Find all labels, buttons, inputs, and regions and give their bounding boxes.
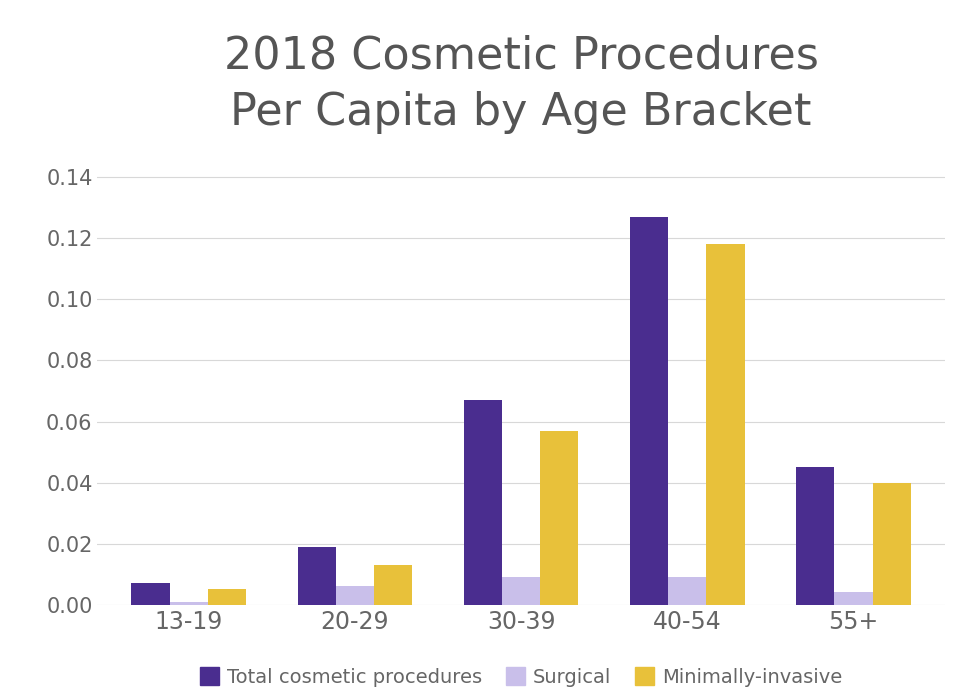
Bar [464, 400, 502, 605]
Bar [706, 245, 744, 605]
Bar [131, 583, 169, 605]
Bar [169, 602, 207, 605]
Legend: Total cosmetic procedures, Surgical, Minimally-invasive: Total cosmetic procedures, Surgical, Min… [192, 660, 850, 694]
Bar [630, 217, 668, 605]
Bar [207, 589, 246, 605]
Bar [298, 547, 336, 605]
Bar [374, 565, 412, 605]
Bar [336, 587, 374, 605]
Bar [796, 467, 835, 605]
Bar [835, 592, 873, 605]
Bar [541, 431, 579, 605]
Bar [502, 577, 541, 605]
Bar [668, 577, 706, 605]
Title: 2018 Cosmetic Procedures
Per Capita by Age Bracket: 2018 Cosmetic Procedures Per Capita by A… [224, 35, 818, 134]
Bar [873, 482, 911, 605]
